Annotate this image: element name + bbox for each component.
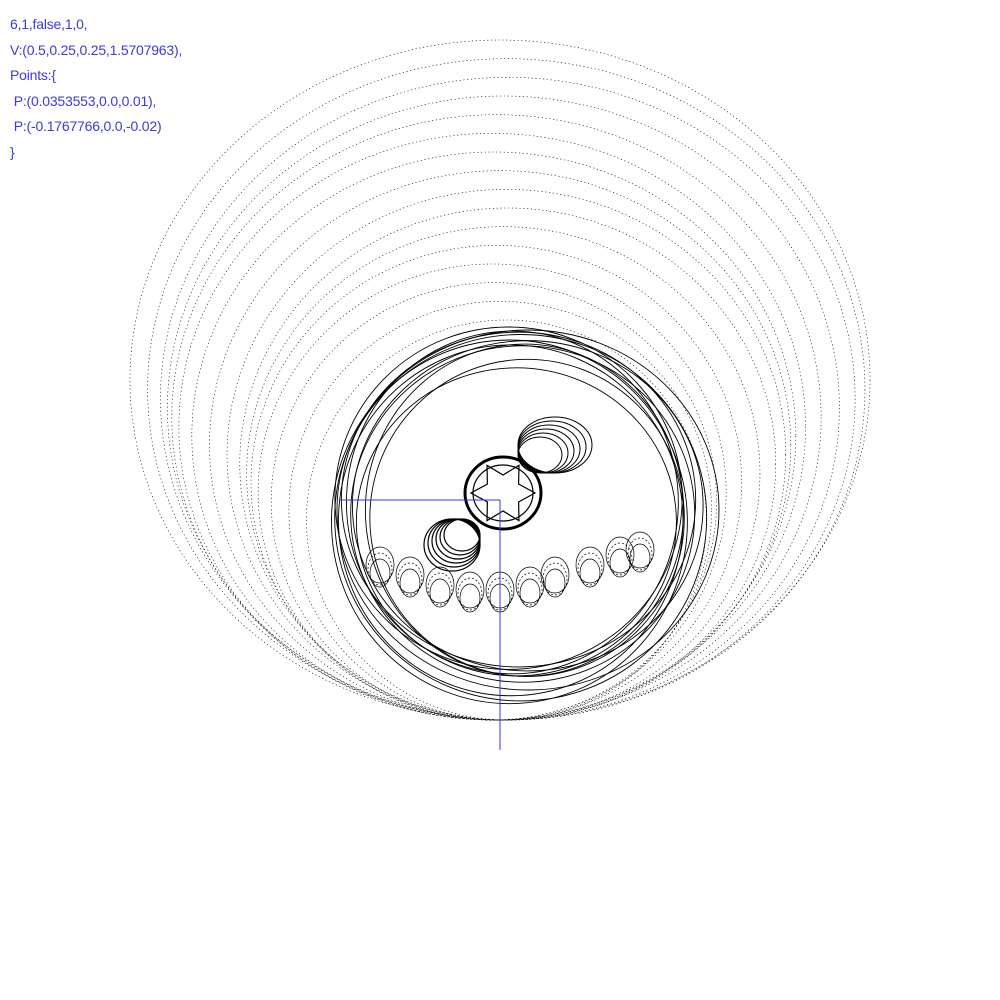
central-ring [463, 455, 543, 531]
outer-orbit-ring [160, 77, 856, 721]
upper-knot-loop [517, 424, 581, 474]
upper-knot-loop [517, 416, 593, 474]
small-loop [429, 578, 451, 608]
small-loop [629, 543, 651, 573]
outer-orbit-ring [270, 282, 717, 721]
outer-orbit-ring [178, 133, 806, 721]
parameter-readout: 6,1,false,1,0, V:(0.5,0.25,0.25,1.570796… [10, 12, 182, 165]
small-loop [625, 531, 655, 569]
outer-orbit-ring [226, 189, 786, 721]
small-loop [540, 556, 570, 594]
small-loop [577, 552, 603, 586]
lower-knot-loop [435, 518, 481, 560]
outer-orbit-ring [191, 151, 797, 721]
small-loop [519, 578, 541, 608]
axis-crosshair [340, 499, 501, 750]
small-loop [457, 577, 483, 611]
small-loop [575, 546, 605, 584]
upper-knot-loop [517, 436, 563, 474]
outer-orbit-ring [306, 319, 707, 721]
parameter-line-6: } [10, 143, 15, 160]
small-loop [455, 571, 485, 609]
inner-orbit-ring [351, 340, 704, 672]
small-loop [459, 583, 481, 613]
inner-orbit-ring [355, 367, 677, 677]
small-loop [605, 536, 635, 574]
small-loop [399, 568, 421, 598]
small-loop [395, 556, 425, 594]
outer-orbit-ring [250, 245, 742, 721]
small-loop [425, 566, 455, 604]
outer-orbit-ring [171, 114, 822, 721]
inner-orbit-ring [334, 334, 708, 702]
outer-orbit-ring [239, 207, 777, 721]
central-ring [472, 464, 534, 522]
inner-orbit-ring [331, 339, 688, 705]
outer-orbit-ring [246, 226, 761, 721]
small-loop [367, 552, 393, 586]
small-loop [579, 558, 601, 588]
small-loop [369, 558, 391, 588]
lower-knot-loop [443, 518, 481, 552]
outer-orbit-ring [209, 170, 792, 721]
small-loop [397, 562, 423, 596]
outer-orbit-ring [129, 39, 871, 721]
small-loop [627, 537, 653, 571]
outer-orbit-ring [167, 95, 840, 721]
parameter-line-4: P:(0.0353553,0.0,0.01), [10, 92, 157, 109]
parameter-line-5: P:(-0.1767766,0.0,-0.02) [10, 118, 162, 134]
inner-orbit-ring [369, 358, 685, 677]
outer-orbit-ring [147, 58, 866, 721]
small-loop [544, 568, 566, 598]
small-loop [517, 572, 543, 606]
small-loop [542, 562, 568, 596]
small-loop [365, 546, 395, 584]
parameter-line-1: 6,1,false,1,0, [10, 16, 88, 32]
trajectory-curves [129, 39, 871, 721]
outer-orbit-ring [257, 263, 727, 721]
upper-knot-loop [517, 420, 587, 474]
inner-orbit-ring [336, 329, 720, 691]
small-loop [427, 572, 453, 606]
lower-knot-loop [439, 518, 481, 556]
upper-knot-loop [517, 432, 569, 474]
central-star-figure [469, 464, 537, 522]
inner-orbit-ring [345, 330, 679, 675]
parameter-line-3: Points:{ [10, 67, 56, 83]
small-loop [607, 542, 633, 576]
parameter-line-2: V:(0.5,0.25,0.25,1.5707963), [10, 41, 183, 58]
upper-knot-loop [517, 428, 575, 474]
lower-knot-loop [423, 518, 481, 572]
inner-orbit-ring [334, 326, 683, 670]
